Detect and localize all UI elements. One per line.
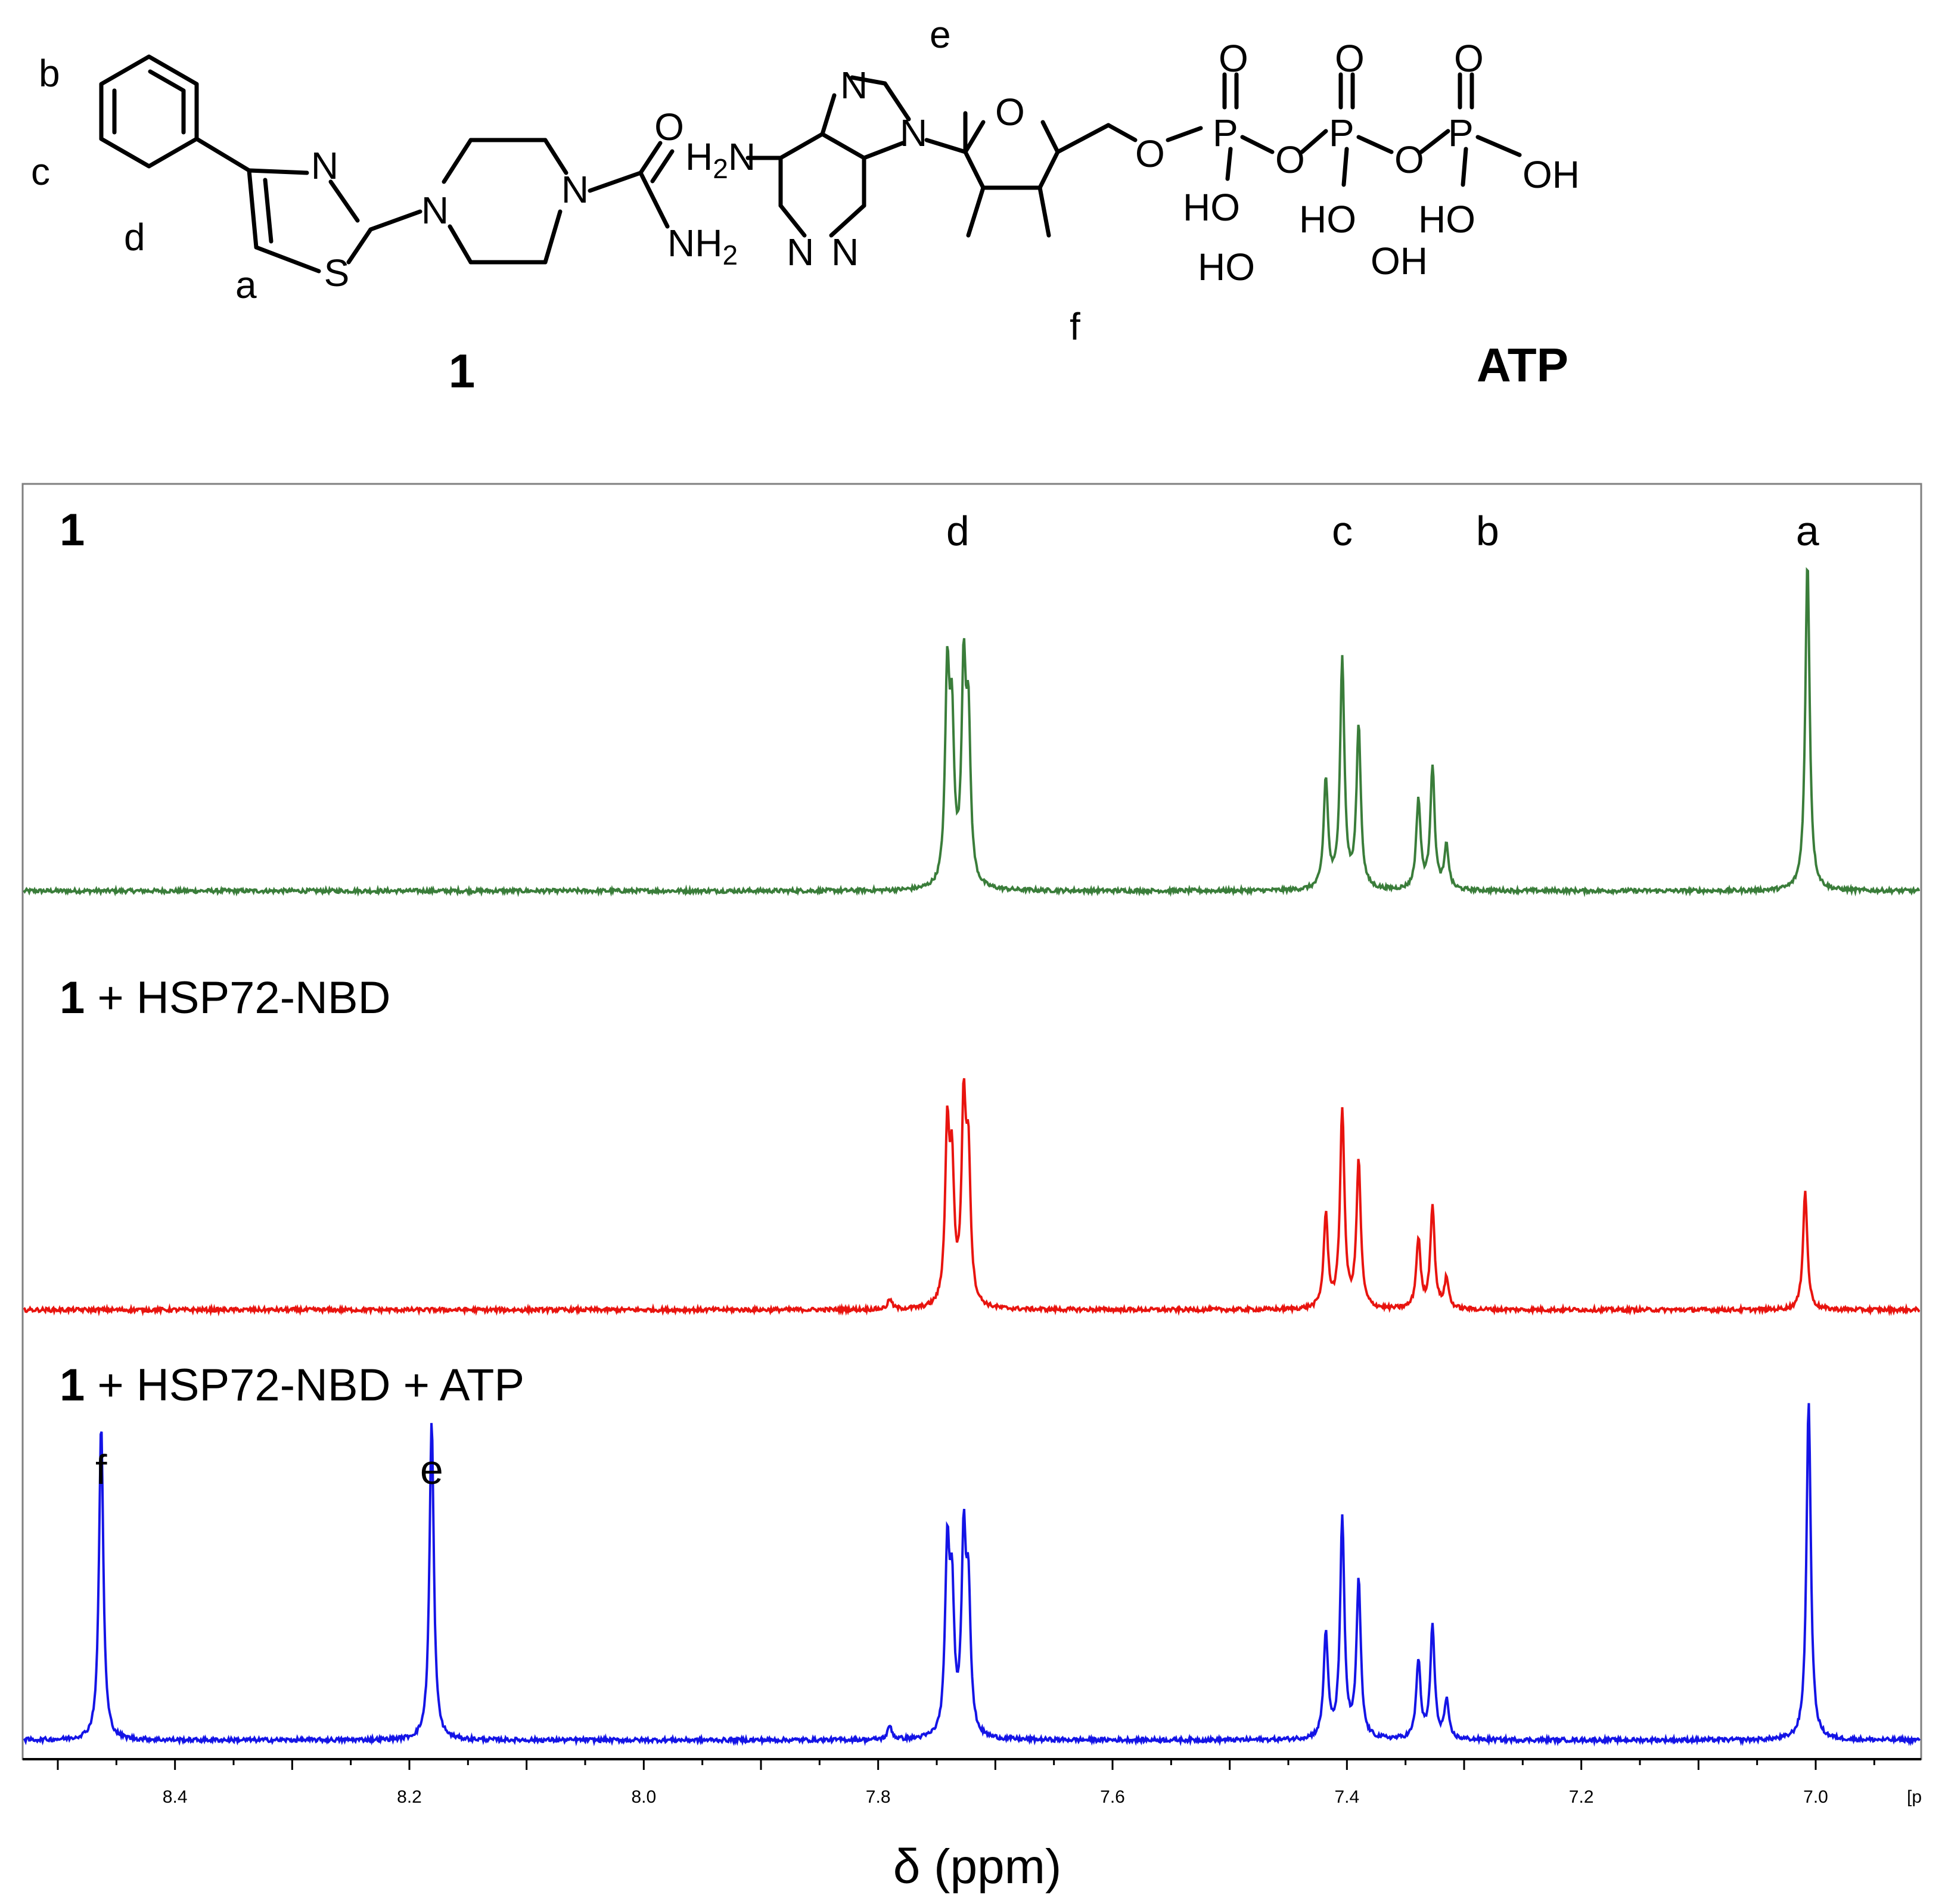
peak-annotations: d c b a f e [95,508,1819,1493]
phosphoryl-o-beta: O [1335,37,1365,80]
bridge-o-2: O [1394,138,1424,181]
atp-n1-atom: N [787,231,814,274]
atp-n7-atom: N [840,64,868,107]
panel-label-top: 1 [60,505,85,555]
atp-n3-atom: N [831,231,859,274]
x-tick-label: 7.6 [1100,1787,1125,1807]
label-f: f [1070,305,1080,348]
atp-label: ATP [1477,338,1568,392]
peak-label-b: b [1476,508,1499,554]
phosphorus-alpha: P [1213,111,1238,154]
peak-label-f: f [95,1446,107,1493]
phosphorus-gamma: P [1448,111,1474,154]
ribose-o5-atom: O [1135,132,1165,175]
x-tick-label: 7.0 [1803,1787,1828,1807]
plot-frame [21,483,1922,1760]
spectrum-series-1 [23,567,1921,897]
atp-n9-atom: N [900,111,927,154]
x-tick-label: 8.4 [163,1787,188,1807]
label-a: a [235,263,257,306]
label-c: c [31,150,50,193]
amine-group: H2N [685,135,756,184]
phosphate-ho-alpha: HO [1183,186,1240,229]
ribose-o-atom: O [995,91,1025,133]
spectrum-series-1-hsp72-nbd [23,1078,1921,1317]
phosphorus-beta: P [1329,111,1354,154]
phosphate-ho-gamma: HO [1418,198,1475,241]
x-axis-label: δ (ppm) [893,1840,1062,1894]
peak-label-a: a [1796,508,1819,554]
atp-structure: H2N N N N N O HO OH O P P P O O O O O HO… [685,13,1580,392]
phosphoryl-o-gamma: O [1454,37,1484,80]
panel-label-bottom: 1 + HSP72-NBD + ATP [60,1360,524,1411]
spectrum-series-1-hsp72-nbd-atp [23,1403,1921,1747]
amide-nh2-group: NH2 [667,222,738,271]
label-b: b [39,52,60,95]
ribose-ho-group: HO [1198,246,1255,288]
bridge-o-1: O [1275,138,1305,181]
x-tick-label: 8.0 [631,1787,656,1807]
thiazole-s-atom: S [324,251,350,294]
carbonyl-o-atom: O [654,105,684,148]
piperazine-n4-atom: N [561,168,589,211]
x-axis-ticks: 8.4 8.2 8.0 7.8 7.6 7.4 7.2 7.0 [57,1759,1875,1807]
phosphate-oh-gamma: OH [1523,153,1580,196]
label-e: e [930,13,951,56]
x-tick-label: 7.4 [1334,1787,1359,1807]
ribose-oh-group: OH [1371,240,1428,282]
panel-label-middle: 1 + HSP72-NBD [60,973,390,1023]
piperazine-n1-atom: N [421,189,449,232]
x-tick-label: 7.2 [1569,1787,1594,1807]
phosphoryl-o-alpha: O [1219,37,1248,80]
phosphate-ho-beta: HO [1299,198,1356,241]
peak-label-c: c [1332,508,1353,554]
x-unit-fragment: [p [1907,1787,1922,1807]
peak-label-e: e [420,1446,443,1493]
label-d: d [124,216,145,259]
compound-1-structure: N S N N O NH2 b c d a 1 [31,52,738,397]
x-tick-label: 8.2 [397,1787,422,1807]
peak-label-d: d [946,508,970,554]
x-tick-label: 7.8 [866,1787,891,1807]
thiazole-n-atom: N [311,144,338,187]
spectra-panel: 1 1 + HSP72-NBD 1 + HSP72-NBD + ATP d c b a… [21,483,1922,1894]
compound-1-label: 1 [449,344,476,397]
